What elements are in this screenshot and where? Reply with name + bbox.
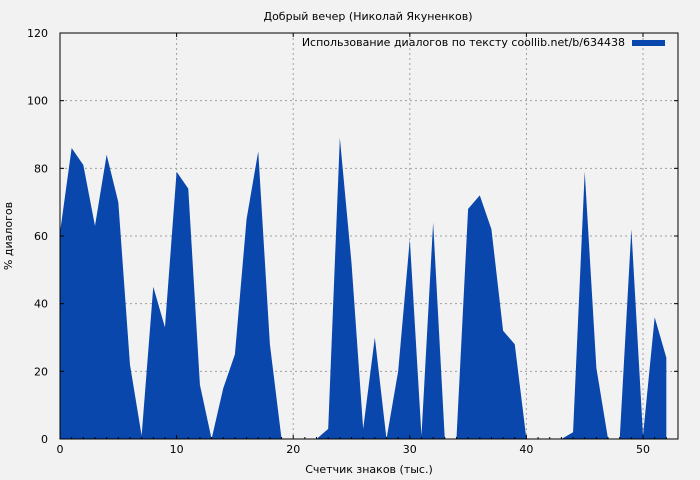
y-tick-label: 40: [34, 298, 48, 311]
legend-swatch: [632, 40, 665, 46]
chart-title: Добрый вечер (Николай Якуненков): [263, 10, 472, 23]
x-tick-label: 0: [57, 443, 64, 456]
x-axis-label: Счетчик знаков (тыс.): [305, 463, 433, 476]
y-tick-label: 0: [41, 433, 48, 446]
y-tick-label: 120: [27, 27, 48, 40]
y-tick-label: 60: [34, 230, 48, 243]
axis-ticks: 0 10 20 30 40 50 0 20 40 60 80 100 120: [27, 27, 678, 456]
x-tick-label: 10: [170, 443, 184, 456]
legend-label: Использование диалогов по тексту coollib…: [302, 36, 625, 49]
y-axis-label: % диалогов: [2, 202, 15, 270]
x-tick-label: 20: [286, 443, 300, 456]
y-tick-label: 20: [34, 365, 48, 378]
area-series-0: [60, 137, 667, 439]
y-tick-label: 80: [34, 162, 48, 175]
x-tick-label: 40: [519, 443, 533, 456]
y-tick-label: 100: [27, 95, 48, 108]
x-tick-label: 30: [403, 443, 417, 456]
legend: Использование диалогов по тексту coollib…: [302, 36, 665, 49]
x-tick-label: 50: [636, 443, 650, 456]
